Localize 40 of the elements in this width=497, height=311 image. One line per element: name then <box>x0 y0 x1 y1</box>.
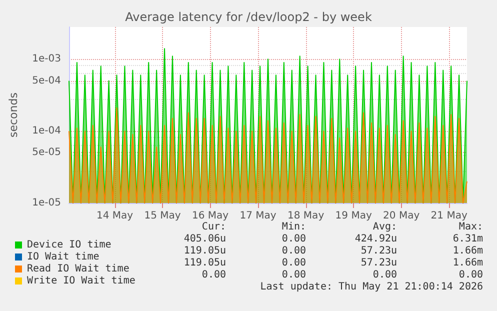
x-tick-label: 20 May <box>383 210 420 222</box>
chart-title: Average latency for /dev/loop2 - by week <box>125 10 372 24</box>
text: 0.00 <box>282 246 306 256</box>
x-tick-label: 15 May <box>144 210 181 222</box>
text: 424.92u <box>354 234 398 244</box>
legend-label: Device IO time <box>27 240 112 250</box>
text: 0.00 <box>282 270 306 280</box>
x-tick-label: 16 May <box>192 210 229 222</box>
x-tick-label: 18 May <box>288 210 324 222</box>
legend-label: IO Wait time <box>27 252 100 262</box>
text: 1.66m <box>452 246 484 256</box>
y-tick-label: 5e-04 <box>32 75 61 86</box>
x-tick-label: 14 May <box>96 210 134 222</box>
text: 0.00 <box>282 258 306 268</box>
text: Avg: <box>372 222 398 232</box>
text: 0.00 <box>372 270 398 280</box>
x-tick-label: 19 May <box>335 210 372 222</box>
x-tick-label: 17 May <box>240 210 276 222</box>
text: Min: <box>282 222 306 232</box>
legend-label: Write IO Wait time <box>27 276 136 286</box>
text: 119.05u <box>184 258 226 268</box>
text: 405.06u <box>184 234 226 244</box>
text: Last update: Thu May 21 21:00:14 2026 <box>260 282 484 292</box>
x-tick-label: 21 May <box>430 210 468 222</box>
y-axis-title: seconds <box>7 92 20 138</box>
legend-label: Read IO Wait time <box>27 264 130 274</box>
text: 57.23u <box>360 258 397 268</box>
text: 1.66m <box>452 258 484 268</box>
text: Cur: <box>202 222 226 232</box>
text: 57.23u <box>360 246 397 256</box>
y-tick-label: 1e-03 <box>32 54 61 65</box>
text: 6.31m <box>452 234 484 244</box>
text: 0.00 <box>202 270 226 280</box>
text: 0.00 <box>458 270 484 280</box>
y-tick-label: 1e-04 <box>32 126 61 137</box>
text: Max: <box>458 222 484 232</box>
text: 0.00 <box>282 234 306 244</box>
text: 119.05u <box>184 246 226 256</box>
y-tick-label: 5e-05 <box>32 147 61 158</box>
y-tick-label: 1e-05 <box>32 198 61 208</box>
